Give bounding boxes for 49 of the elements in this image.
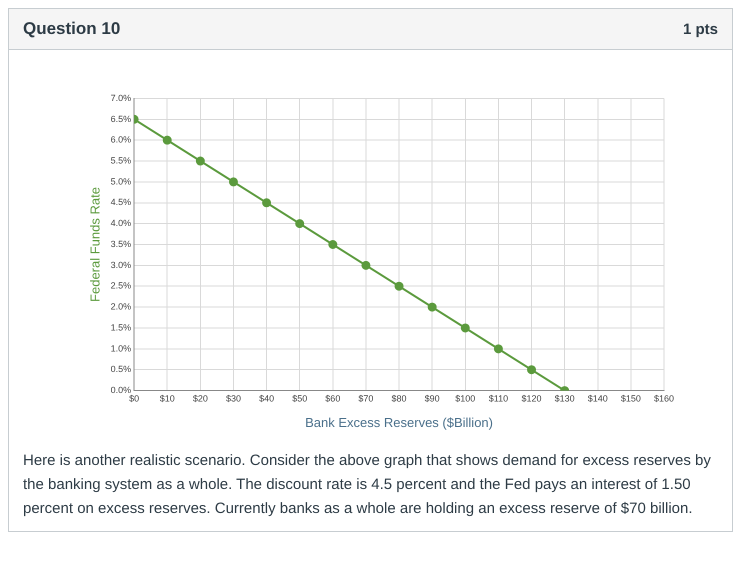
x-tick-label: $140 bbox=[588, 393, 608, 404]
y-tick-label: 5.0% bbox=[110, 176, 132, 186]
x-tick-label: $150 bbox=[620, 393, 641, 404]
y-tick-label: 1.0% bbox=[110, 343, 132, 354]
y-tick-label: 2.0% bbox=[110, 302, 132, 312]
x-tick-label: $90 bbox=[424, 393, 440, 404]
y-tick-label: 6.5% bbox=[110, 114, 132, 124]
point bbox=[328, 240, 338, 249]
y-tick-label: 7.0% bbox=[110, 92, 132, 103]
y-tick-label: 5.5% bbox=[110, 156, 132, 166]
point bbox=[361, 260, 370, 270]
point bbox=[262, 198, 272, 208]
x-tick-label: $110 bbox=[488, 393, 508, 404]
point bbox=[295, 219, 304, 228]
y-tick-label: 4.0% bbox=[110, 218, 132, 228]
x-tick-label: $120 bbox=[522, 393, 542, 404]
point bbox=[428, 302, 437, 312]
x-axis-title: Bank Excess Reserves ($Billion) bbox=[305, 414, 493, 430]
text: 1 pts bbox=[682, 20, 718, 38]
x-tick-label: $80 bbox=[392, 393, 407, 404]
text: Here is another realistic scenario. Consider the above graph that shows demand for excess reserves by the banking system as a whole. The discount rate is 4.5 percent and the Fed pays an interest of 1.50 percent on excess reserves. Currently banks as a whole are holding an excess reserve of $70 billion. bbox=[23, 451, 712, 519]
y-tick-label: 0.5% bbox=[110, 364, 132, 374]
y-tick-label: 0.0% bbox=[110, 385, 132, 396]
chart-title: Question 10 bbox=[23, 19, 120, 39]
x-tick-label: $30 bbox=[226, 393, 241, 404]
x-tick-label: $160 bbox=[654, 393, 674, 404]
x-tick-label: $40 bbox=[259, 393, 274, 404]
x-tick-label: $100 bbox=[455, 393, 476, 404]
point bbox=[460, 323, 470, 332]
x-tick-label: $0 bbox=[129, 393, 140, 404]
point bbox=[162, 136, 172, 145]
point bbox=[494, 344, 503, 354]
y-tick-label: 3.0% bbox=[110, 260, 132, 270]
x-tick-label: $50 bbox=[292, 393, 308, 404]
y-tick-label: 4.5% bbox=[110, 197, 132, 208]
y-tick-label: 6.0% bbox=[110, 134, 132, 145]
x-tick-label: $130 bbox=[554, 393, 575, 404]
x-tick-label: $20 bbox=[192, 393, 208, 404]
point bbox=[196, 156, 205, 166]
x-tick-label: $10 bbox=[160, 393, 175, 404]
y-axis-title: Federal Funds Rate bbox=[87, 187, 102, 302]
y-tick-label: 2.5% bbox=[110, 280, 132, 291]
x-tick-label: $60 bbox=[325, 393, 340, 404]
x-tick-label: $70 bbox=[358, 393, 374, 404]
point bbox=[228, 177, 238, 186]
y-tick-label: 3.5% bbox=[110, 238, 132, 249]
point bbox=[394, 282, 404, 291]
point bbox=[527, 365, 536, 374]
y-tick-label: 1.5% bbox=[110, 322, 132, 332]
